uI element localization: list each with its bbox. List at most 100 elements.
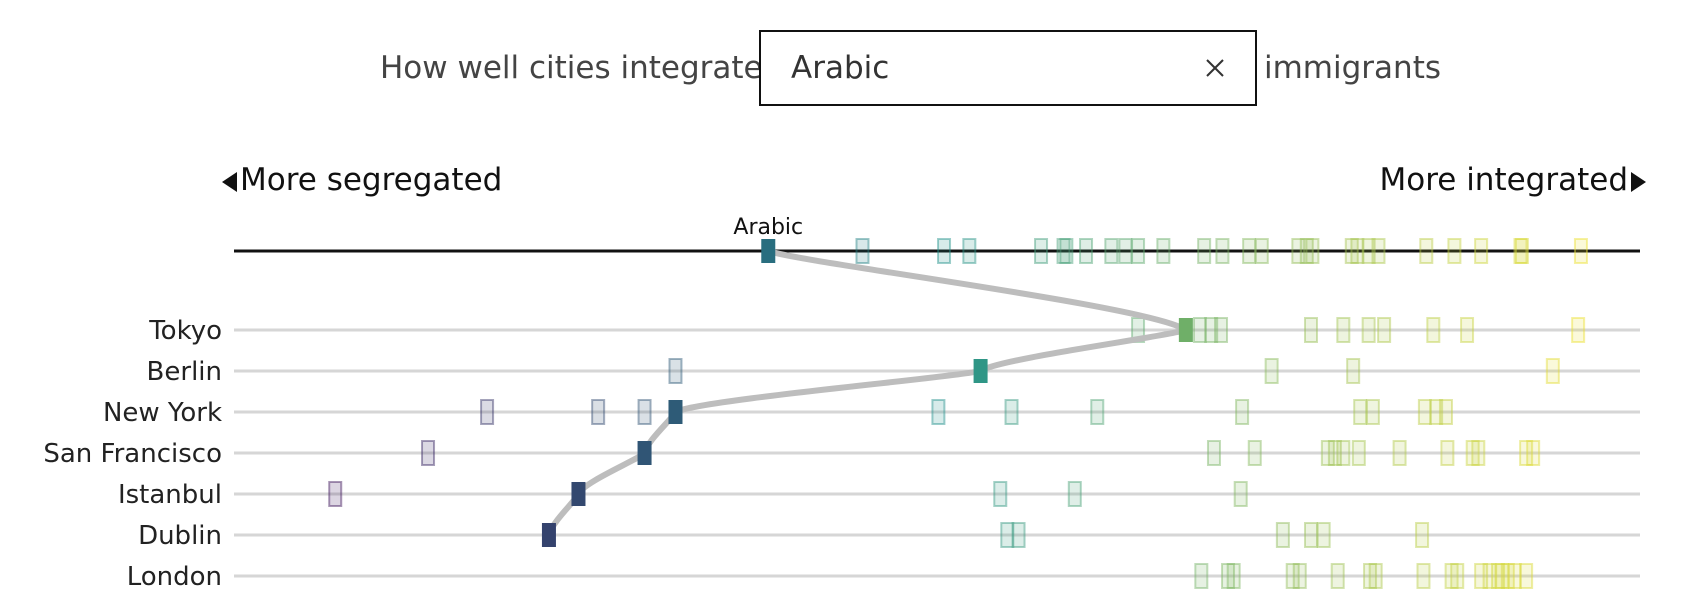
city-language-mark bbox=[1429, 399, 1444, 425]
city-language-mark bbox=[993, 481, 1008, 507]
city-language-mark bbox=[1495, 563, 1510, 589]
city-language-mark bbox=[1460, 317, 1475, 343]
city-language-mark bbox=[480, 399, 495, 425]
city-language-mark bbox=[1192, 317, 1207, 343]
selected-city-mark bbox=[637, 441, 652, 465]
overall-language-mark bbox=[1131, 238, 1146, 264]
overall-language-mark bbox=[1104, 238, 1119, 264]
city-language-mark bbox=[1392, 440, 1407, 466]
headline: How well cities integrate immigrants bbox=[0, 28, 1686, 112]
city-language-mark bbox=[1011, 522, 1026, 548]
city-language-mark bbox=[1336, 440, 1351, 466]
city-language-mark bbox=[1204, 317, 1219, 343]
overall-language-mark bbox=[1156, 238, 1171, 264]
city-label: Dublin bbox=[138, 521, 222, 551]
city-language-mark bbox=[1316, 522, 1331, 548]
overall-language-mark bbox=[1447, 238, 1462, 264]
overall-language-mark bbox=[1118, 238, 1133, 264]
overall-language-mark bbox=[1056, 238, 1071, 264]
close-icon bbox=[1206, 59, 1224, 77]
overall-language-mark bbox=[1242, 238, 1257, 264]
city-language-mark bbox=[1416, 563, 1431, 589]
selected-language-path bbox=[545, 248, 1193, 538]
city-language-mark bbox=[1233, 481, 1248, 507]
city-language-mark bbox=[1507, 563, 1522, 589]
language-search-box[interactable] bbox=[759, 30, 1257, 106]
overall-language-mark bbox=[1254, 238, 1269, 264]
overall-language-mark bbox=[1034, 238, 1049, 264]
city-label: San Francisco bbox=[43, 439, 222, 469]
city-label: London bbox=[127, 562, 222, 590]
city-language-mark bbox=[1415, 522, 1430, 548]
city-language-mark bbox=[591, 399, 606, 425]
city-language-mark bbox=[1571, 317, 1586, 343]
city-language-mark bbox=[1519, 563, 1534, 589]
city-language-mark bbox=[1426, 317, 1441, 343]
integrated-direction-label: More integrated bbox=[1379, 162, 1646, 198]
city-language-mark bbox=[1526, 440, 1541, 466]
city-language-mark bbox=[1482, 563, 1497, 589]
segregated-text: More segregated bbox=[240, 162, 503, 198]
overall-language-mark bbox=[1079, 238, 1094, 264]
overall-language-mark bbox=[1350, 238, 1365, 264]
selected-city-mark bbox=[668, 400, 683, 424]
overall-language-mark bbox=[1513, 238, 1528, 264]
city-language-mark bbox=[1214, 317, 1229, 343]
city-language-mark bbox=[1438, 399, 1453, 425]
city-language-mark bbox=[1336, 317, 1351, 343]
city-language-mark bbox=[1490, 563, 1505, 589]
integrated-text: More integrated bbox=[1379, 162, 1628, 198]
city-label: New York bbox=[103, 398, 222, 428]
city-language-mark bbox=[1285, 563, 1300, 589]
overall-language-mark bbox=[1291, 238, 1306, 264]
city-language-mark bbox=[1377, 317, 1392, 343]
city-language-mark bbox=[1235, 399, 1250, 425]
city-language-mark bbox=[1351, 440, 1366, 466]
clear-search-button[interactable] bbox=[1199, 52, 1231, 84]
selected-language-label: Arabic bbox=[733, 215, 803, 240]
language-search-input[interactable] bbox=[791, 32, 1171, 104]
overall-language-mark bbox=[962, 238, 977, 264]
city-language-mark bbox=[1363, 563, 1378, 589]
city-language-mark bbox=[1194, 563, 1209, 589]
city-language-mark bbox=[1440, 440, 1455, 466]
city-label: Tokyo bbox=[148, 316, 222, 346]
selected-city-mark bbox=[571, 482, 586, 506]
selected-city-mark bbox=[1178, 318, 1193, 342]
city-language-mark bbox=[668, 358, 683, 384]
city-language-mark bbox=[1303, 317, 1318, 343]
city-language-mark bbox=[1365, 399, 1380, 425]
overall-language-mark bbox=[1299, 238, 1314, 264]
city-language-mark bbox=[1450, 563, 1465, 589]
overall-language-mark bbox=[1514, 238, 1529, 264]
city-language-mark bbox=[1519, 440, 1534, 466]
overall-language-mark bbox=[1573, 238, 1588, 264]
city-language-mark bbox=[1353, 399, 1368, 425]
overall-language-mark bbox=[1344, 238, 1359, 264]
overall-language-mark bbox=[1419, 238, 1434, 264]
city-language-mark bbox=[1292, 563, 1307, 589]
city-language-mark bbox=[1327, 440, 1342, 466]
city-language-mark bbox=[1368, 563, 1383, 589]
headline-trail: immigrants bbox=[1264, 50, 1441, 86]
segregated-direction-label: More segregated bbox=[222, 162, 502, 198]
selected-city-mark bbox=[973, 359, 988, 383]
city-language-mark bbox=[1346, 358, 1361, 384]
city-language-mark bbox=[1000, 522, 1015, 548]
overall-language-mark bbox=[1197, 238, 1212, 264]
overall-language-mark bbox=[1215, 238, 1230, 264]
overall-language-mark bbox=[1305, 238, 1320, 264]
city-language-mark bbox=[1465, 440, 1480, 466]
city-language-mark bbox=[1275, 522, 1290, 548]
city-language-mark bbox=[1090, 399, 1105, 425]
city-language-mark bbox=[1303, 522, 1318, 548]
overall-language-mark bbox=[1474, 238, 1489, 264]
city-language-mark bbox=[1545, 358, 1560, 384]
right-triangle-icon bbox=[1631, 171, 1646, 192]
city-language-mark bbox=[1206, 440, 1221, 466]
city-label: Berlin bbox=[147, 357, 222, 387]
city-language-mark bbox=[1004, 399, 1019, 425]
city-language-mark bbox=[931, 399, 946, 425]
city-language-mark bbox=[1221, 563, 1236, 589]
city-language-mark bbox=[1264, 358, 1279, 384]
